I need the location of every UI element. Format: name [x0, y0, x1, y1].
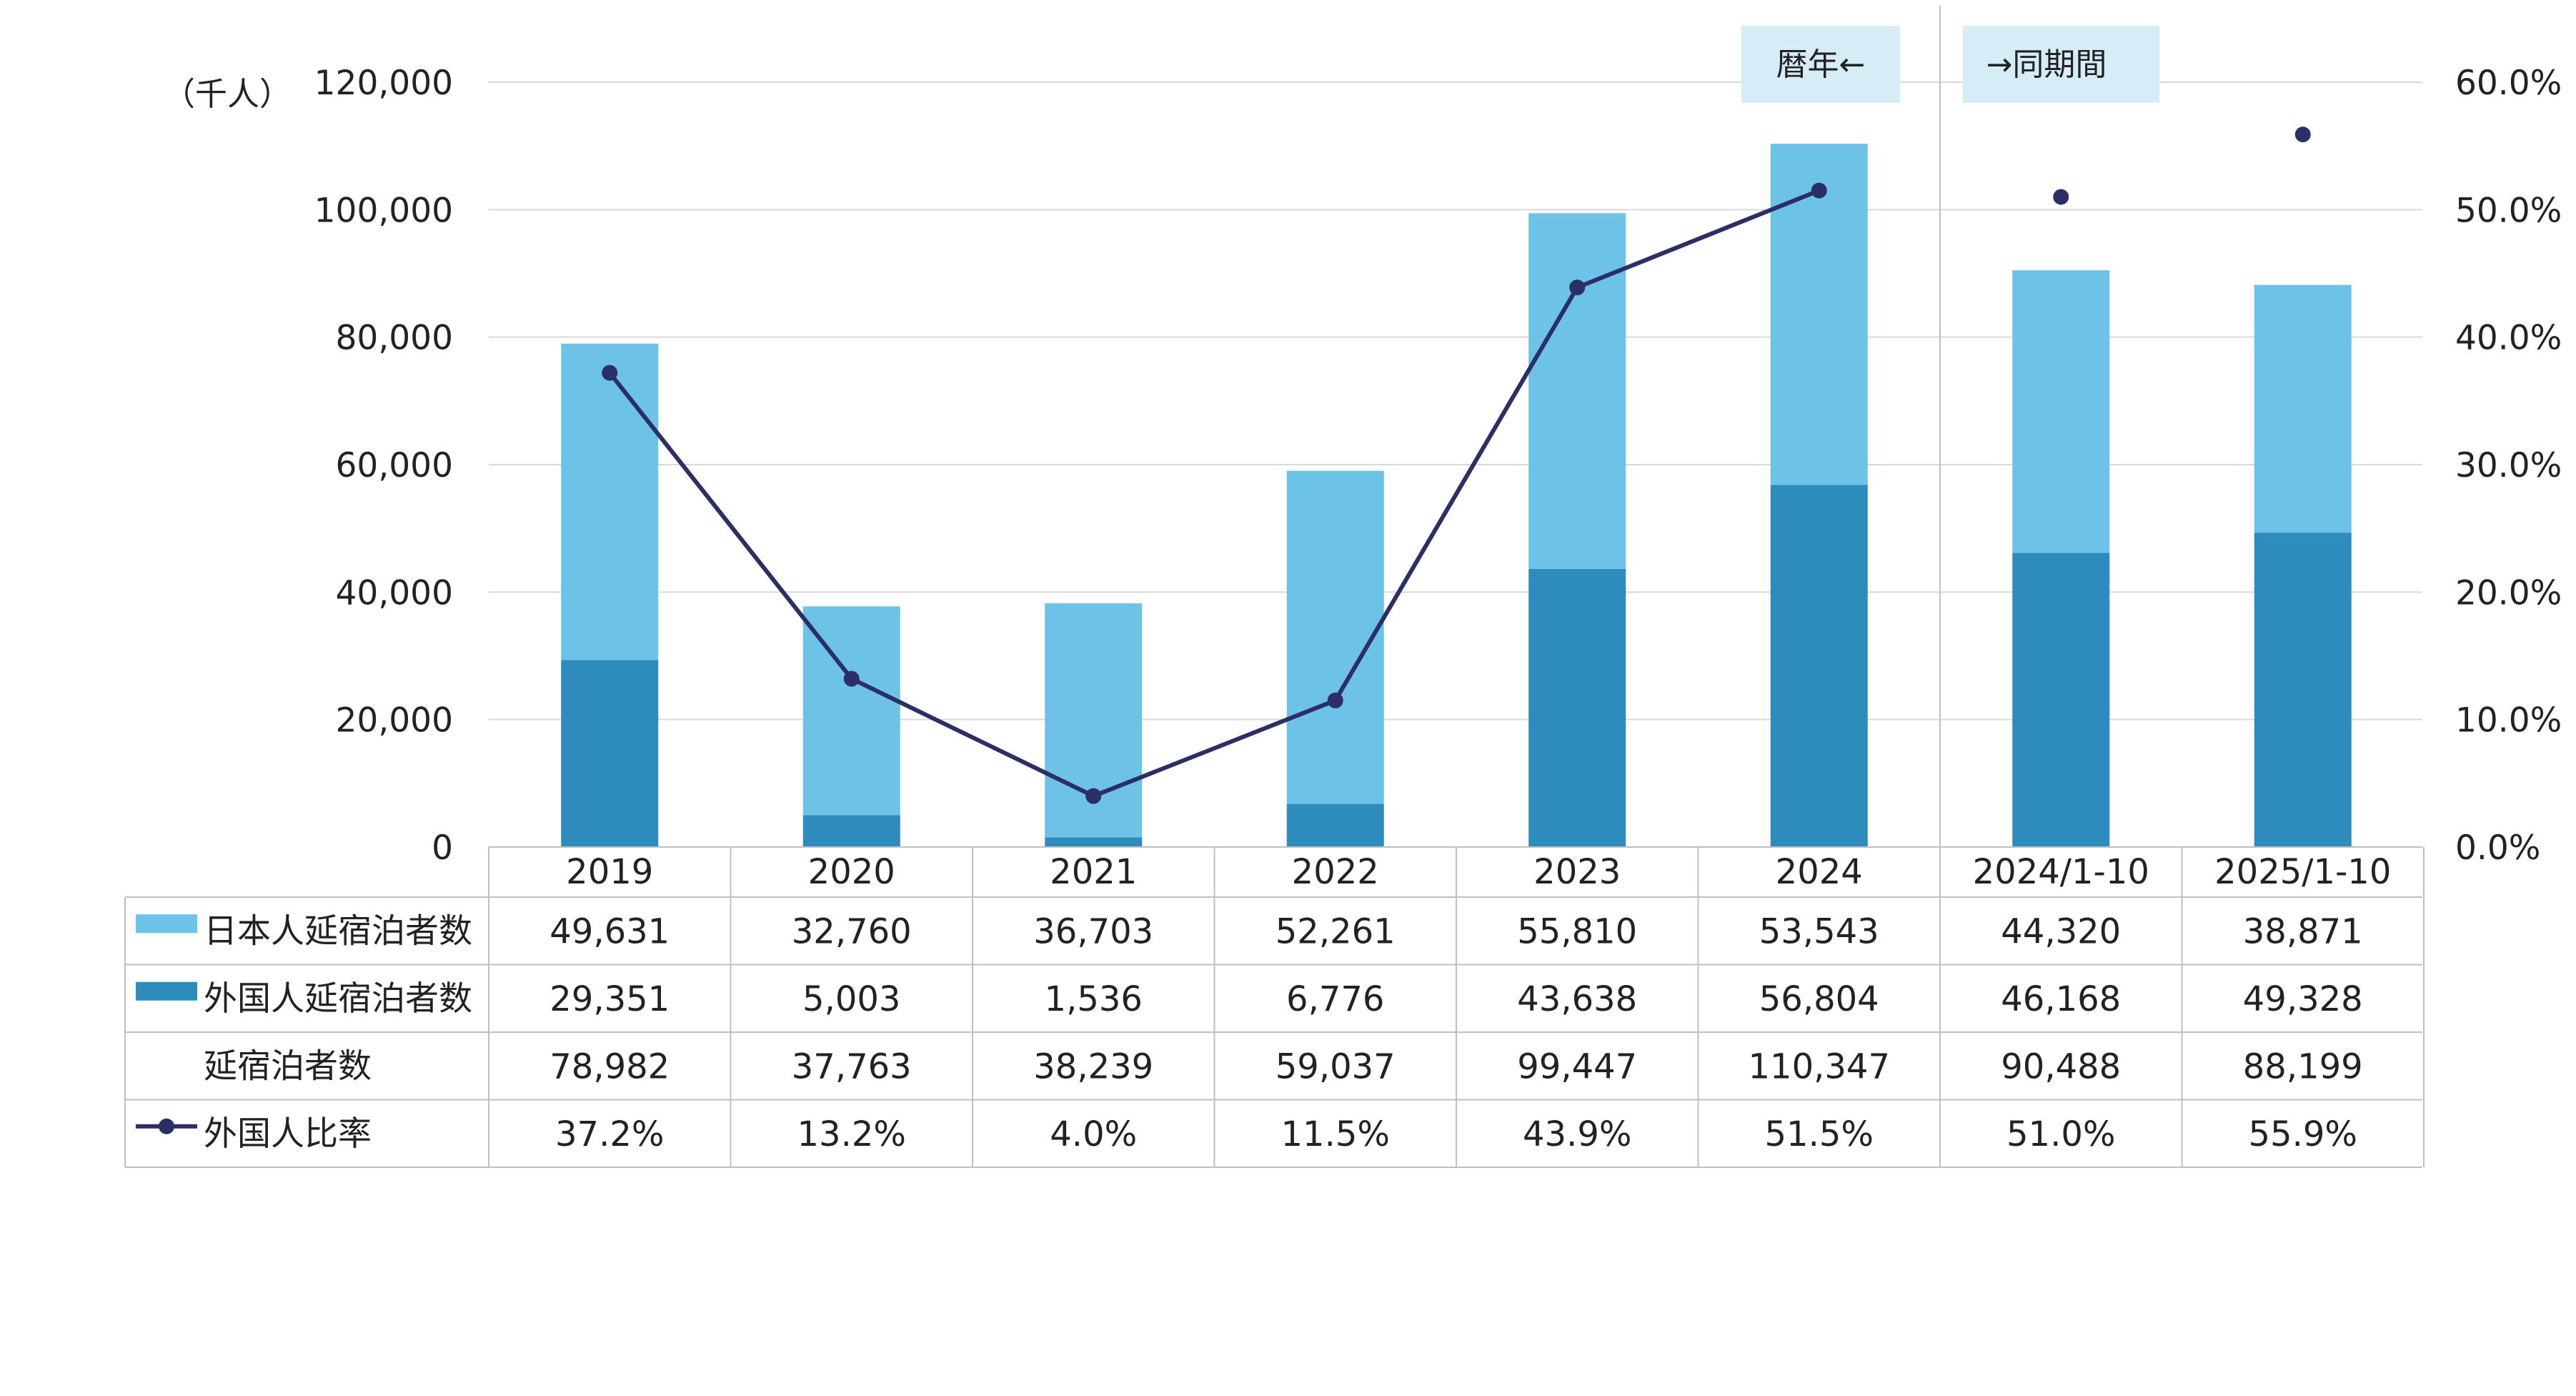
- bar-foreign: [1286, 803, 1384, 847]
- bar-japanese: [2254, 284, 2352, 533]
- data-cell: 49,328: [2243, 979, 2363, 1019]
- data-cell: 46,168: [2001, 979, 2121, 1019]
- bar-foreign: [2254, 533, 2352, 847]
- bar-foreign: [561, 660, 659, 847]
- bar-foreign: [2012, 553, 2110, 847]
- data-cell: 56,804: [1759, 979, 1879, 1019]
- ratio-marker: [1327, 692, 1343, 708]
- same-period-note-box: [1963, 26, 2159, 103]
- data-cell: 38,871: [2243, 911, 2363, 951]
- data-cell: 55,810: [1517, 911, 1637, 951]
- calendar-year-note: 暦年←: [1776, 46, 1866, 83]
- category-label: 2023: [1533, 852, 1621, 892]
- data-cell: 37,763: [792, 1046, 912, 1086]
- category-label: 2024/1-10: [1973, 852, 2149, 892]
- category-label: 2021: [1050, 852, 1137, 892]
- category-label: 2024: [1776, 852, 1863, 892]
- data-cell: 13.2%: [797, 1114, 906, 1154]
- data-cell: 53,543: [1759, 911, 1879, 951]
- left-tick-label: 40,000: [336, 573, 453, 613]
- row-label: 延宿泊者数: [204, 1046, 372, 1086]
- category-label: 2025/1-10: [2214, 852, 2391, 892]
- bars: [561, 144, 2352, 847]
- data-cell: 43,638: [1517, 979, 1637, 1019]
- right-tick-label: 30.0%: [2455, 446, 2562, 485]
- data-cell: 99,447: [1517, 1046, 1637, 1086]
- category-label: 2022: [1292, 852, 1379, 892]
- left-tick-label: 80,000: [336, 319, 453, 358]
- ratio-marker: [843, 670, 860, 687]
- left-axis-unit: （千人）: [163, 75, 292, 113]
- left-axis: 0 20,000 40,000 60,000 80,000 100,000 120,000 （…: [163, 64, 453, 868]
- data-cell: 4.0%: [1050, 1114, 1137, 1154]
- data-cell: 88,199: [2243, 1046, 2363, 1086]
- category-label: 2019: [566, 852, 653, 892]
- ratio-polyline: [607, 188, 1820, 798]
- row-label: 外国人延宿泊者数: [204, 979, 472, 1019]
- left-tick-label: 60,000: [336, 446, 453, 485]
- data-cell: 90,488: [2001, 1046, 2121, 1086]
- data-cell: 43.9%: [1523, 1114, 1631, 1154]
- right-tick-label: 10.0%: [2455, 701, 2562, 741]
- ratio-line: [602, 127, 2311, 804]
- data-cell: 5,003: [802, 979, 900, 1019]
- bar-foreign: [802, 815, 900, 847]
- calendar-year-note-box: [1741, 26, 1900, 103]
- data-cell: 11.5%: [1281, 1114, 1390, 1154]
- right-tick-label: 50.0%: [2455, 191, 2562, 230]
- data-cell: 52,261: [1275, 911, 1396, 951]
- data-cell: 38,239: [1033, 1046, 1153, 1086]
- right-tick-label: 0.0%: [2455, 828, 2540, 868]
- data-cell: 37.2%: [555, 1114, 664, 1154]
- bar-japanese: [2012, 270, 2110, 553]
- legend-key: [136, 981, 197, 1001]
- left-tick-label: 0: [432, 828, 453, 868]
- left-tick-label: 120,000: [314, 64, 453, 103]
- ratio-marker: [2294, 127, 2311, 143]
- bar-foreign: [1045, 837, 1143, 847]
- data-cell: 78,982: [549, 1046, 670, 1086]
- data-cell: 55.9%: [2249, 1114, 2357, 1154]
- bar-foreign: [1528, 568, 1626, 847]
- legend-key: [136, 914, 197, 934]
- bar-japanese: [1528, 213, 1626, 569]
- ratio-marker: [1569, 279, 1586, 296]
- data-cell: 6,776: [1286, 979, 1384, 1019]
- ratio-marker: [1085, 788, 1102, 804]
- right-tick-label: 60.0%: [2455, 64, 2562, 103]
- left-tick-label: 100,000: [314, 191, 453, 230]
- data-table: 2019 2020 2021 2022 2023 2024 2024/1-10 2025/1-…: [124, 846, 2425, 1168]
- data-cell: 49,631: [549, 911, 670, 951]
- same-period-note: →同期間: [1986, 46, 2107, 83]
- period-notes: 暦年← →同期間: [1741, 26, 2159, 103]
- data-cell: 110,347: [1749, 1046, 1891, 1086]
- ratio-marker: [2053, 189, 2069, 205]
- row-label: 日本人延宿泊者数: [204, 911, 472, 951]
- row-label: 外国人比率: [204, 1114, 372, 1154]
- data-cell: 59,037: [1275, 1046, 1396, 1086]
- data-cell: 44,320: [2001, 911, 2121, 951]
- data-cell: 51.0%: [2006, 1114, 2115, 1154]
- right-axis: 0.0% 10.0% 20.0% 30.0% 40.0% 50.0% 60.0%: [2455, 64, 2562, 868]
- category-label: 2020: [808, 852, 895, 892]
- data-cell: 51.5%: [1765, 1114, 1874, 1154]
- bar-japanese: [1770, 144, 1868, 485]
- gridlines: [489, 81, 2422, 721]
- left-tick-label: 20,000: [336, 701, 453, 741]
- right-tick-label: 20.0%: [2455, 573, 2562, 613]
- ratio-marker: [1811, 182, 1827, 199]
- legend-key-marker: [159, 1118, 174, 1134]
- data-cell: 36,703: [1033, 911, 1153, 951]
- data-cell: 32,760: [792, 911, 912, 951]
- ratio-marker: [602, 365, 618, 381]
- bar-japanese: [561, 343, 659, 660]
- bar-japanese: [1286, 470, 1384, 804]
- data-cell: 1,536: [1045, 979, 1143, 1019]
- bar-foreign: [1770, 485, 1868, 847]
- data-cell: 29,351: [549, 979, 670, 1019]
- right-tick-label: 40.0%: [2455, 319, 2562, 358]
